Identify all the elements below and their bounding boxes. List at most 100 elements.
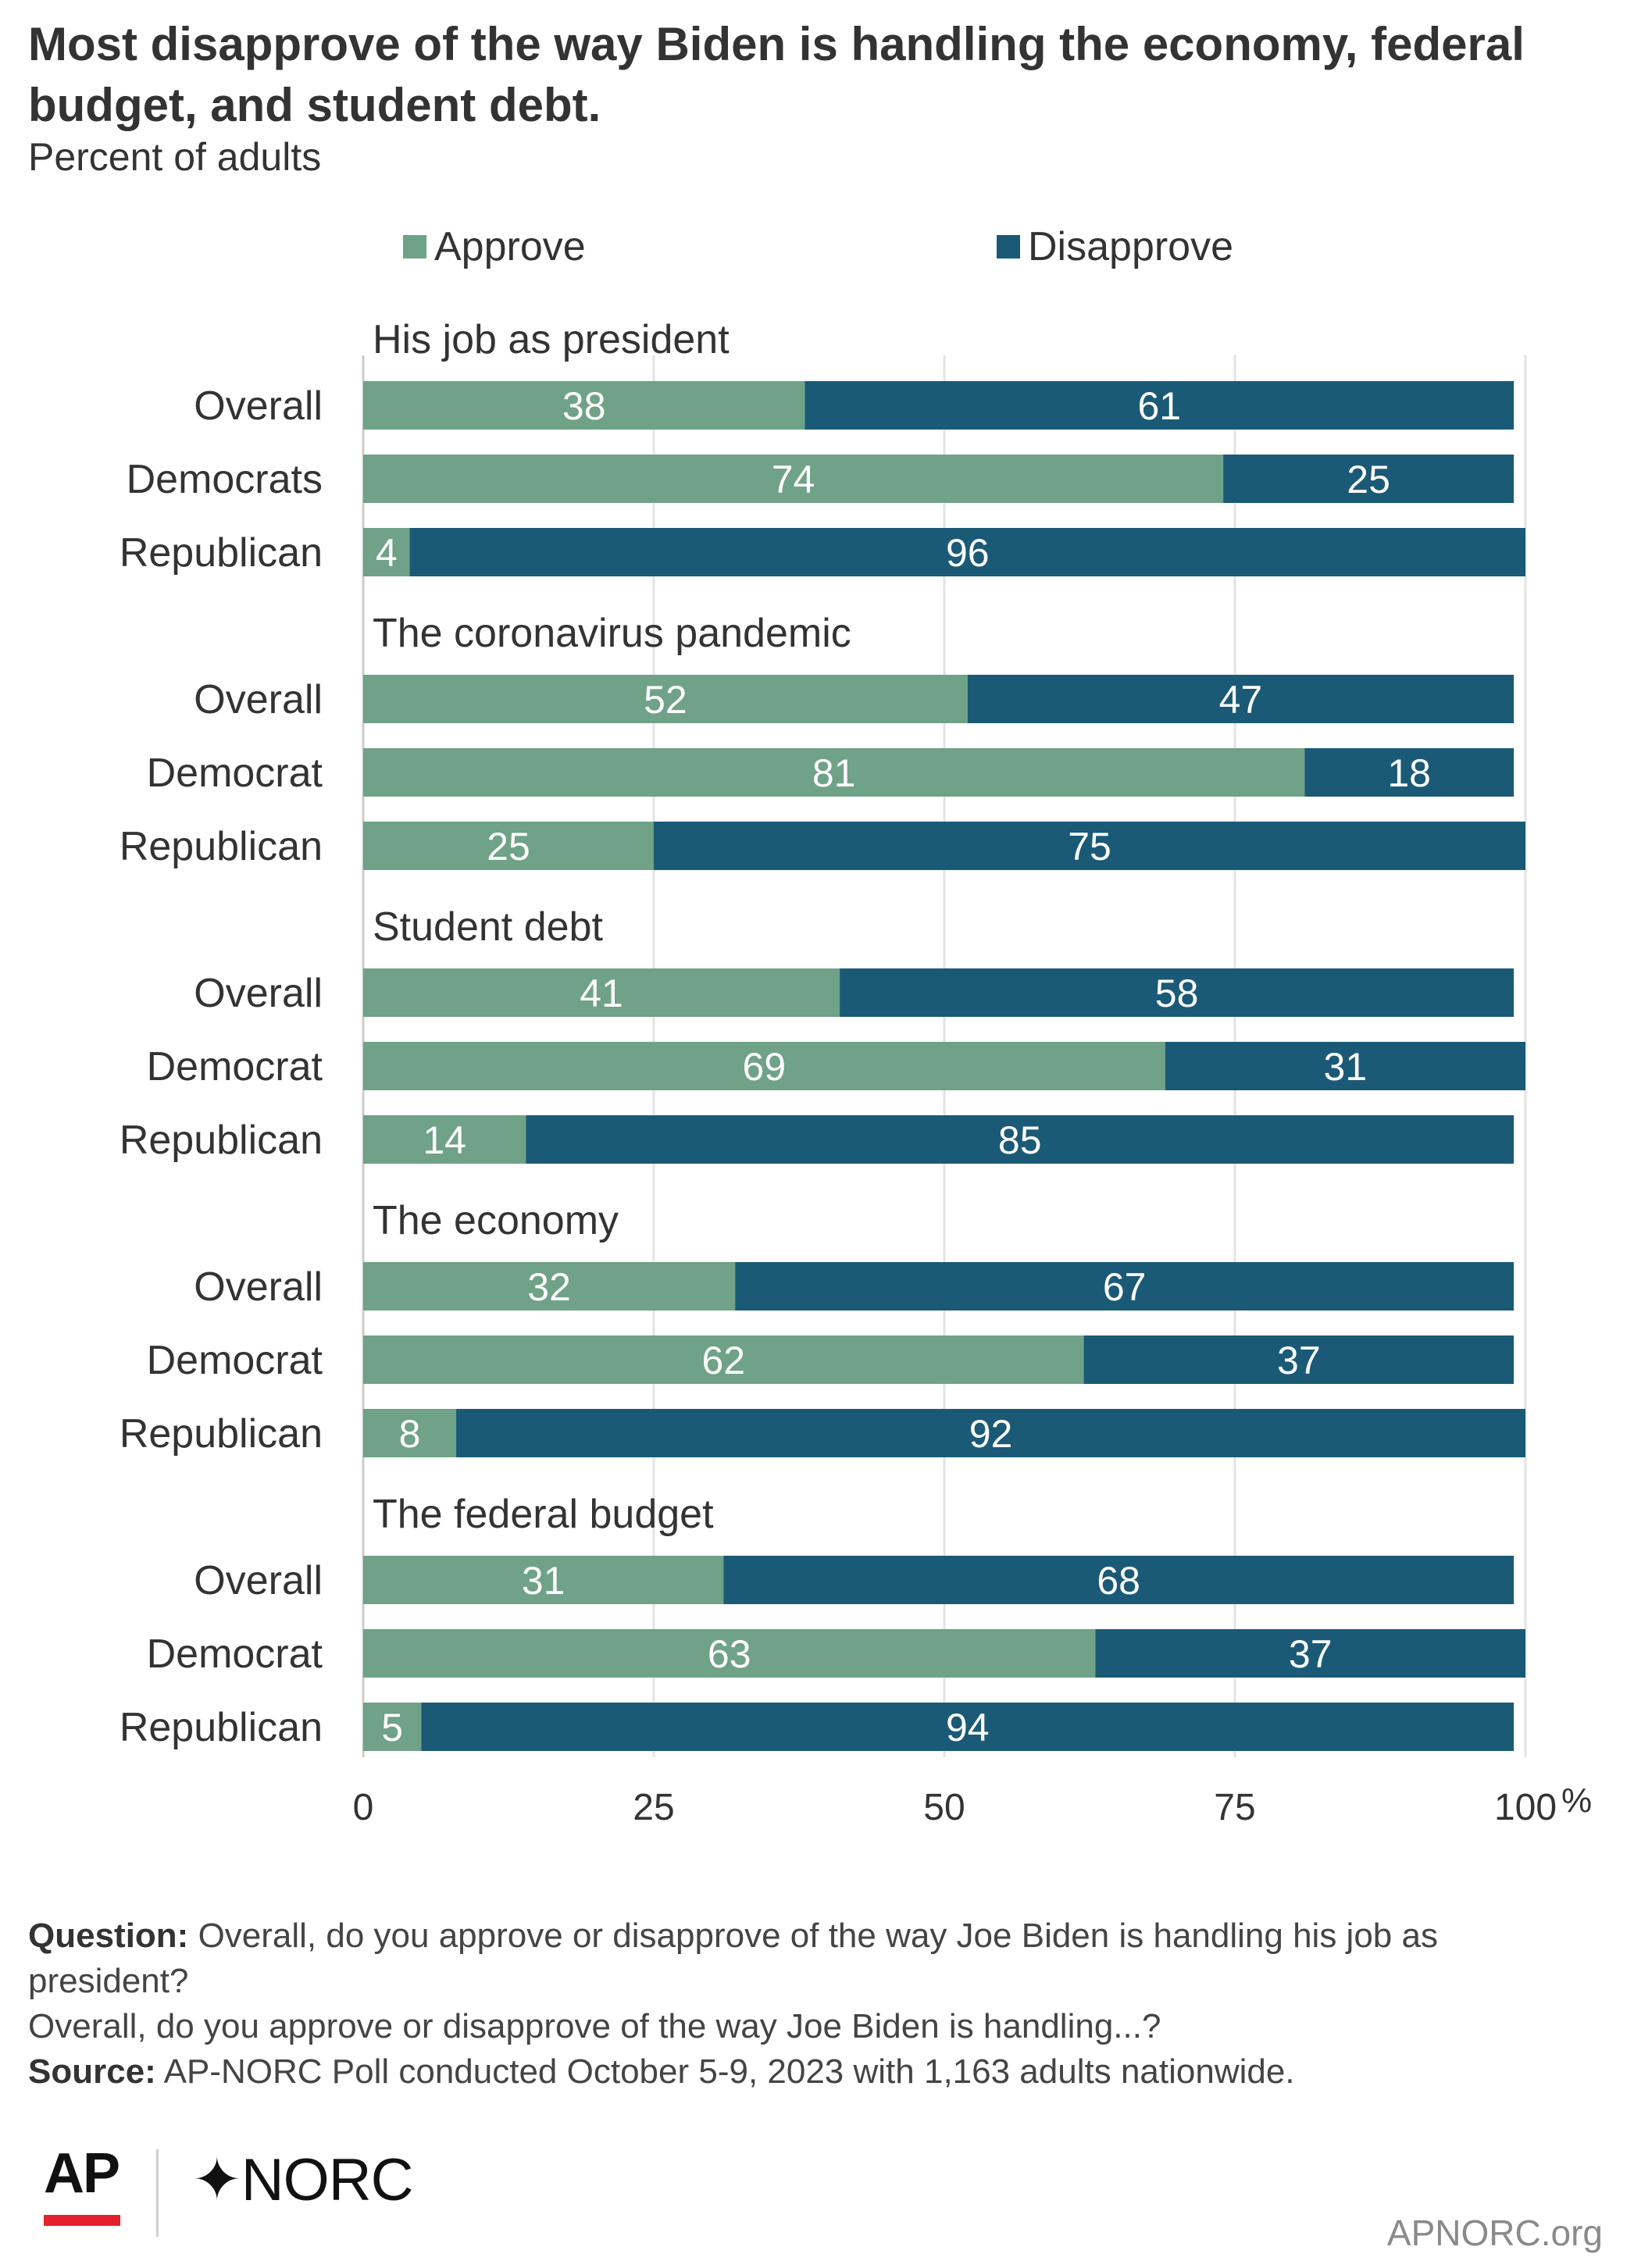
approve-bar — [363, 1042, 1165, 1090]
approve-bar — [363, 1409, 457, 1457]
disapprove-bar — [409, 528, 1525, 576]
group-title: The economy — [373, 1198, 619, 1243]
disapprove-value-label: 85 — [998, 1118, 1042, 1162]
row-label: Democrats — [127, 457, 323, 502]
disapprove-bar — [840, 968, 1514, 1017]
approve-bar — [363, 675, 968, 723]
disapprove-value-label: 25 — [1347, 458, 1390, 501]
disapprove-bar — [654, 822, 1525, 870]
disapprove-value-label: 37 — [1289, 1632, 1333, 1676]
disapprove-bar — [735, 1262, 1514, 1311]
disapprove-value-label: 67 — [1103, 1265, 1147, 1309]
row-label: Overall — [194, 383, 323, 429]
group-title: The coronavirus pandemic — [373, 611, 851, 656]
approve-value-label: 52 — [644, 678, 687, 722]
disapprove-bar — [1083, 1335, 1514, 1384]
approve-value-label: 69 — [743, 1045, 787, 1089]
legend-swatch-disapprove — [997, 235, 1020, 259]
approve-value-label: 32 — [527, 1265, 571, 1309]
approve-value-label: 14 — [423, 1118, 466, 1162]
disapprove-value-label: 47 — [1219, 678, 1263, 722]
row-label: Overall — [194, 971, 323, 1016]
approve-bar — [363, 528, 410, 576]
chart-title: Most disapprove of the way Biden is hand… — [28, 18, 1525, 131]
approve-bar — [363, 1115, 526, 1164]
disapprove-value-label: 68 — [1097, 1559, 1140, 1603]
chart-notes: Question: Overall, do you approve or dis… — [28, 1913, 1598, 2095]
approve-value-label: 74 — [772, 458, 815, 501]
disapprove-bar — [805, 381, 1514, 430]
approve-bar — [363, 455, 1224, 503]
x-unit-label: % — [1561, 1781, 1592, 1820]
approve-bar — [363, 1703, 422, 1751]
row-label: Republican — [120, 1118, 323, 1163]
approve-value-label: 63 — [708, 1632, 751, 1676]
disapprove-value-label: 37 — [1277, 1339, 1321, 1382]
approve-bar — [363, 822, 654, 870]
approve-value-label: 5 — [381, 1706, 403, 1749]
group-title: The federal budget — [373, 1492, 714, 1537]
approve-bar — [363, 381, 805, 430]
row-label: Republican — [120, 824, 323, 869]
disapprove-bar — [1223, 455, 1514, 503]
disapprove-bar — [1165, 1042, 1525, 1090]
disapprove-value-label: 61 — [1137, 384, 1181, 428]
source-label: Source: — [28, 2052, 156, 2091]
disapprove-bar — [456, 1409, 1525, 1457]
disapprove-value-label: 75 — [1068, 825, 1111, 868]
approve-value-label: 62 — [701, 1339, 745, 1382]
approve-value-label: 31 — [522, 1559, 565, 1603]
row-label: Overall — [194, 677, 323, 722]
disapprove-bar — [1304, 748, 1514, 797]
disapprove-value-label: 96 — [946, 531, 990, 575]
row-label: Republican — [120, 1705, 323, 1750]
approve-bar — [363, 1556, 724, 1604]
disapprove-bar — [967, 675, 1514, 723]
approve-bar — [363, 748, 1305, 797]
disapprove-value-label: 31 — [1324, 1045, 1368, 1089]
ap-logo-bar — [44, 2215, 120, 2226]
disapprove-bar — [723, 1556, 1514, 1604]
source-text: AP-NORC Poll conducted October 5-9, 2023… — [163, 2052, 1295, 2091]
ap-logo: AP — [44, 2142, 120, 2205]
row-label: Democrat — [147, 1044, 323, 1089]
row-label: Democrat — [147, 751, 323, 796]
disapprove-bar — [526, 1115, 1514, 1164]
approve-value-label: 81 — [812, 751, 856, 795]
approve-value-label: 4 — [376, 531, 398, 575]
x-tick-label: 0 — [353, 1787, 374, 1828]
row-label: Democrat — [147, 1338, 323, 1383]
chart-subtitle: Percent of adults — [28, 135, 322, 179]
disapprove-value-label: 58 — [1155, 972, 1199, 1015]
row-label: Democrat — [147, 1631, 323, 1677]
approve-bar — [363, 1262, 736, 1311]
legend-label-approve: Approve — [434, 224, 586, 269]
question-note-2: Overall, do you approve or disapprove of… — [28, 2007, 1161, 2045]
norc-star-icon: ✦ — [192, 2147, 242, 2213]
row-label: Republican — [120, 1411, 323, 1457]
x-tick-label: 100 — [1494, 1787, 1557, 1828]
legend-item-disapprove: Disapprove — [997, 223, 1233, 270]
disapprove-value-label: 18 — [1387, 751, 1431, 795]
question-note: Question: Overall, do you approve or dis… — [28, 1913, 1598, 2004]
approve-bar — [363, 1629, 1096, 1678]
site-url: APNORC.org — [1386, 2213, 1603, 2253]
disapprove-bar — [1095, 1629, 1525, 1678]
disapprove-value-label: 94 — [946, 1706, 990, 1749]
approve-value-label: 25 — [487, 825, 530, 868]
x-tick-label: 50 — [923, 1787, 965, 1828]
approve-value-label: 38 — [562, 384, 606, 428]
norc-logo: ✦NORC — [192, 2145, 414, 2214]
approve-value-label: 41 — [580, 972, 623, 1015]
bar-chart: His job as president Overall 38 61 Democrats… — [120, 317, 1592, 1828]
norc-logo-text: NORC — [241, 2147, 414, 2213]
disapprove-value-label: 92 — [969, 1412, 1013, 1456]
source-note: Source: AP-NORC Poll conducted October 5… — [28, 2049, 1598, 2095]
logo-divider — [156, 2149, 159, 2237]
row-label: Overall — [194, 1264, 323, 1310]
legend-label-disapprove: Disapprove — [1028, 224, 1234, 269]
disapprove-bar — [421, 1703, 1514, 1751]
approve-value-label: 8 — [399, 1412, 421, 1456]
legend-item-approve: Approve — [403, 223, 586, 270]
row-label: Republican — [120, 530, 323, 576]
